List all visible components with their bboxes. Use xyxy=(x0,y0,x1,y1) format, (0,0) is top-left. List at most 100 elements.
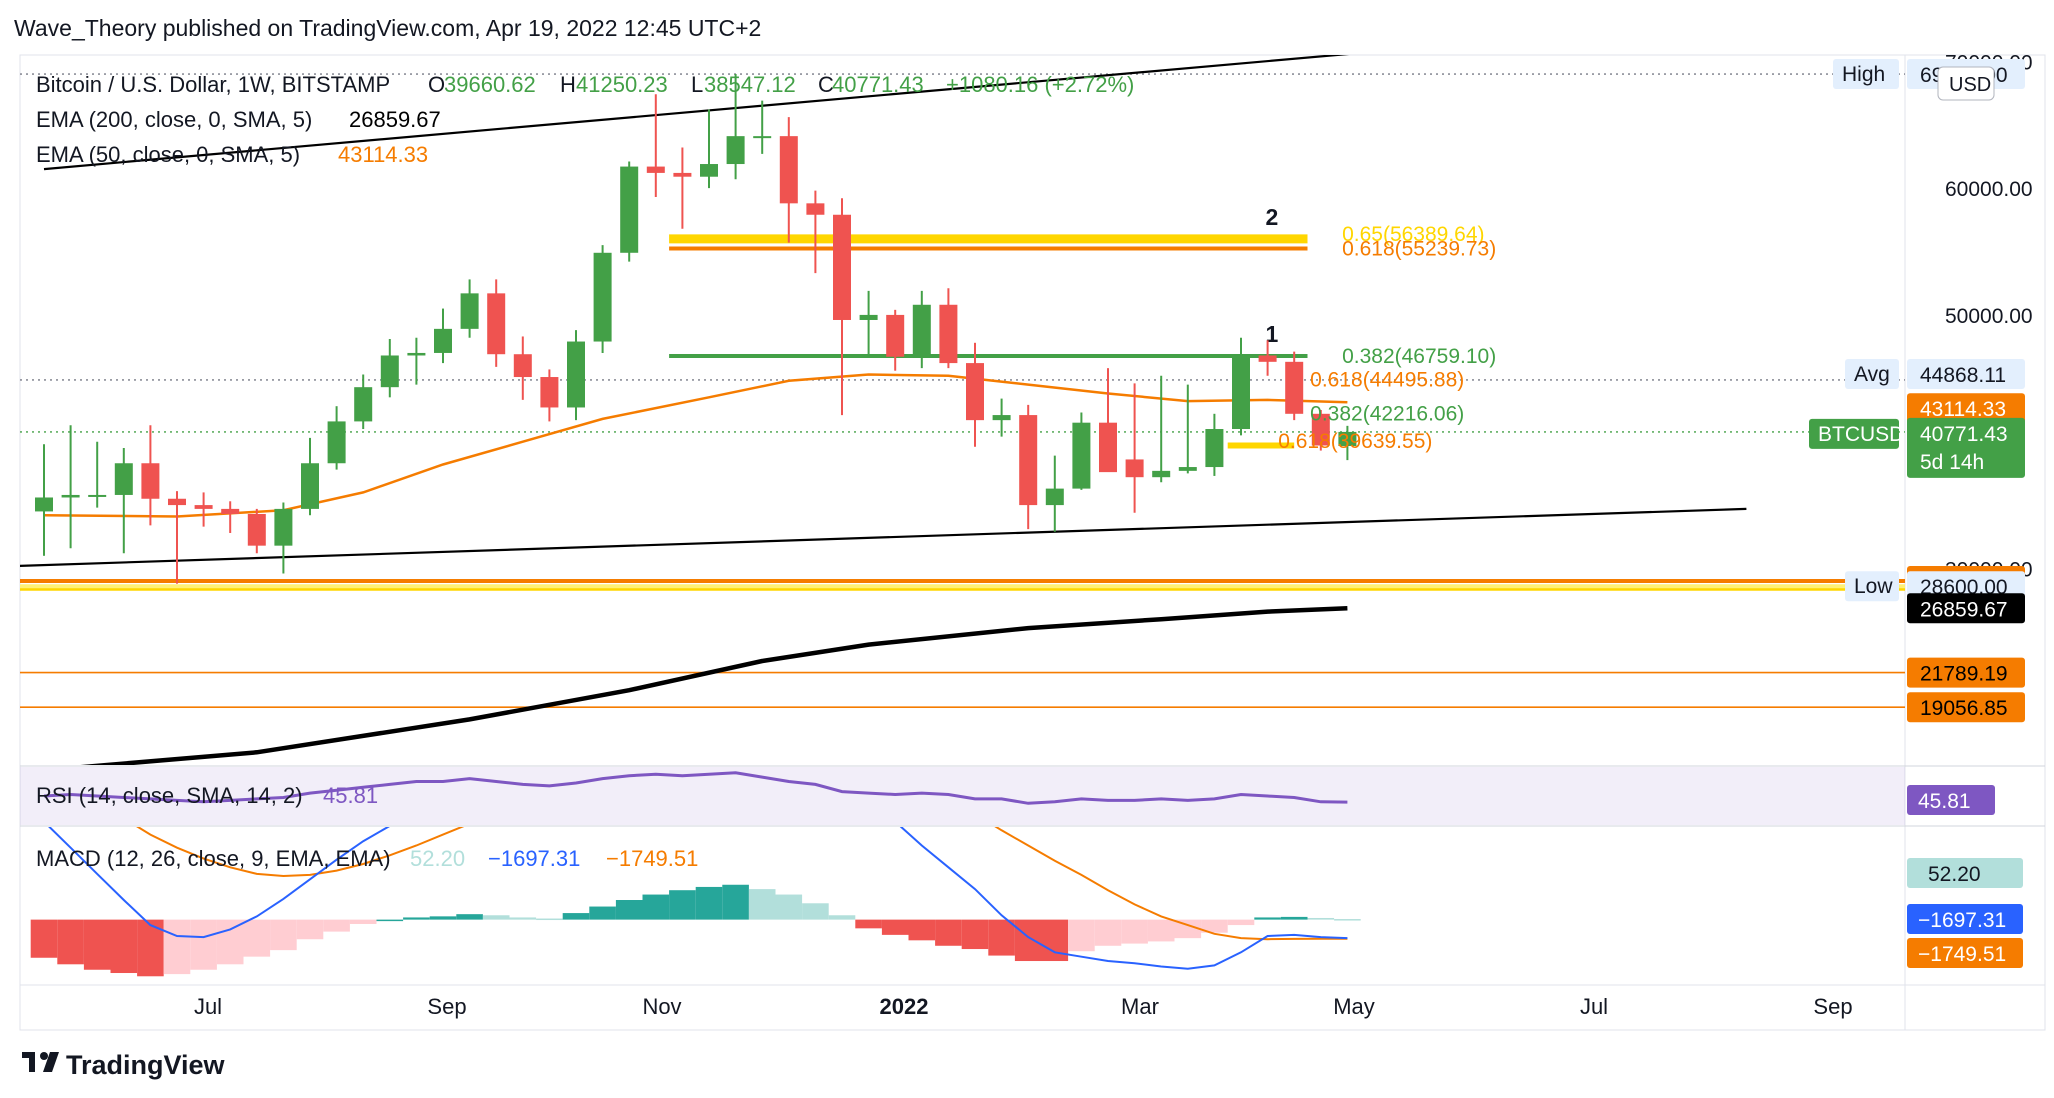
macd-histogram-bar[interactable] xyxy=(1094,919,1122,946)
candle-body[interactable] xyxy=(247,513,266,546)
candle-body[interactable] xyxy=(1178,467,1197,471)
candle-body[interactable] xyxy=(407,352,426,356)
candle-body[interactable] xyxy=(620,166,639,253)
rsi-line[interactable] xyxy=(43,771,1348,805)
macd-histogram-bar[interactable] xyxy=(1254,917,1281,920)
candle-body[interactable] xyxy=(114,463,133,495)
candle-body[interactable] xyxy=(274,508,293,546)
candle-body[interactable] xyxy=(859,314,878,320)
candle-body[interactable] xyxy=(540,377,559,408)
candle-body[interactable] xyxy=(168,498,186,506)
candle-body[interactable] xyxy=(726,136,745,165)
candle-body[interactable] xyxy=(1285,361,1304,414)
macd-histogram-bar[interactable] xyxy=(1014,919,1042,962)
macd-histogram-bar[interactable] xyxy=(110,919,138,974)
candle-body[interactable] xyxy=(833,214,851,320)
candle-body[interactable] xyxy=(1338,431,1357,446)
candle-body[interactable] xyxy=(593,252,612,342)
candle-body[interactable] xyxy=(1125,459,1144,478)
candle-body[interactable] xyxy=(513,354,532,378)
macd-histogram-bar[interactable] xyxy=(775,894,803,920)
candle-body[interactable] xyxy=(1311,413,1330,446)
macd-histogram-bar[interactable] xyxy=(1227,919,1255,926)
rsi-pane[interactable] xyxy=(20,767,1905,825)
macd-histogram-bar[interactable] xyxy=(669,890,696,920)
ema200-line[interactable] xyxy=(17,606,1348,772)
candle-body[interactable] xyxy=(1258,355,1277,362)
candle-body[interactable] xyxy=(194,505,213,509)
macd-line[interactable] xyxy=(44,714,1348,970)
candle-body[interactable] xyxy=(912,304,931,357)
macd-histogram-bar[interactable] xyxy=(1068,919,1095,952)
currency-button[interactable] xyxy=(1937,66,1995,101)
candle-body[interactable] xyxy=(1045,488,1064,506)
macd-histogram-bar[interactable] xyxy=(1334,919,1361,921)
candle-body[interactable] xyxy=(141,463,160,499)
macd-histogram-bar[interactable] xyxy=(642,894,670,920)
candle-body[interactable] xyxy=(1072,422,1091,489)
macd-histogram-bar[interactable] xyxy=(562,913,590,920)
macd-histogram-bar[interactable] xyxy=(536,918,563,921)
candle-body[interactable] xyxy=(966,363,984,421)
macd-histogram-bar[interactable] xyxy=(270,919,297,951)
candle-body[interactable] xyxy=(380,355,399,388)
candle-body[interactable] xyxy=(1019,415,1038,506)
macd-histogram-bar[interactable] xyxy=(935,919,962,946)
macd-histogram-bar[interactable] xyxy=(1147,919,1175,942)
candle-body[interactable] xyxy=(327,421,346,464)
candle-body[interactable] xyxy=(61,494,80,498)
candle-body[interactable] xyxy=(673,172,692,177)
candle-body[interactable] xyxy=(939,304,958,364)
macd-histogram-bar[interactable] xyxy=(57,919,84,965)
candle-body[interactable] xyxy=(753,136,772,139)
candle-body[interactable] xyxy=(35,497,53,512)
macd-histogram-bar[interactable] xyxy=(802,903,829,920)
macd-histogram-bar[interactable] xyxy=(1201,919,1228,933)
macd-histogram-bar[interactable] xyxy=(748,889,776,920)
macd-histogram-bar[interactable] xyxy=(190,919,217,970)
macd-histogram-bar[interactable] xyxy=(509,917,537,920)
macd-histogram-bar[interactable] xyxy=(828,915,856,920)
macd-signal-line[interactable] xyxy=(44,742,1348,941)
macd-histogram-bar[interactable] xyxy=(83,919,111,970)
macd-histogram-bar[interactable] xyxy=(961,919,989,950)
macd-histogram-bar[interactable] xyxy=(296,919,324,940)
macd-histogram-bar[interactable] xyxy=(482,915,510,920)
macd-histogram-bar[interactable] xyxy=(695,886,723,920)
macd-pane[interactable] xyxy=(30,714,1361,977)
macd-histogram-bar[interactable] xyxy=(403,917,430,920)
main-pane[interactable]: 2 1 0.65(56389.64)0.618(55239.73) 0.382(467… xyxy=(17,42,1905,772)
candle-body[interactable] xyxy=(221,508,240,514)
macd-histogram-bar[interactable] xyxy=(855,919,882,929)
macd-histogram-bar[interactable] xyxy=(456,914,483,920)
macd-histogram-bar[interactable] xyxy=(1280,916,1308,920)
candle-body[interactable] xyxy=(460,293,479,329)
macd-histogram-bar[interactable] xyxy=(429,916,457,920)
macd-histogram-bar[interactable] xyxy=(376,919,404,922)
macd-histogram-bar[interactable] xyxy=(1174,919,1202,939)
candle-body[interactable] xyxy=(1205,429,1224,468)
candle-body[interactable] xyxy=(886,314,905,357)
macd-histogram-bar[interactable] xyxy=(908,919,936,941)
candle-body[interactable] xyxy=(646,166,665,173)
macd-histogram-bar[interactable] xyxy=(30,919,58,958)
macd-histogram-bar[interactable] xyxy=(615,900,643,920)
candle-body[interactable] xyxy=(354,387,373,422)
candle-body[interactable] xyxy=(1152,470,1171,478)
macd-histogram-bar[interactable] xyxy=(1121,919,1148,944)
macd-histogram-bar[interactable] xyxy=(243,919,271,957)
macd-histogram-bar[interactable] xyxy=(349,919,377,924)
macd-histogram-bar[interactable] xyxy=(323,919,350,932)
macd-histogram-bar[interactable] xyxy=(881,919,909,935)
candle-body[interactable] xyxy=(567,341,585,408)
candle-body[interactable] xyxy=(992,415,1011,421)
macd-histogram-bar[interactable] xyxy=(1307,917,1335,920)
candle-body[interactable] xyxy=(1099,422,1117,473)
candle-body[interactable] xyxy=(301,463,319,509)
trendline-1[interactable] xyxy=(17,507,1747,567)
candle-body[interactable] xyxy=(806,203,825,215)
candle-body[interactable] xyxy=(700,164,718,177)
macd-histogram-bar[interactable] xyxy=(988,919,1015,956)
macd-histogram-bar[interactable] xyxy=(589,906,616,920)
